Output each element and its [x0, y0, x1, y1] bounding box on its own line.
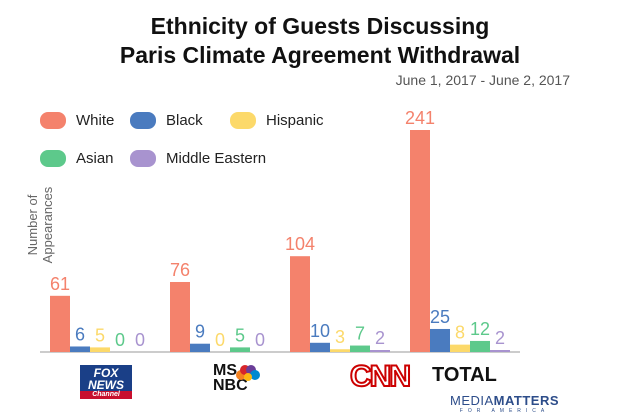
legend-label: White: [76, 112, 115, 129]
cnn-logo: CNN: [349, 359, 412, 394]
legend-label: Black: [166, 112, 203, 129]
data-label: 61: [50, 274, 70, 294]
legend-swatch: [40, 150, 66, 167]
legend-item: Asian: [40, 150, 114, 167]
bar-black: [430, 328, 450, 352]
bar-white: [170, 281, 190, 352]
bar-asian: [350, 345, 370, 352]
bar-asian: [470, 340, 490, 352]
data-label: 0: [215, 330, 225, 350]
bar-black: [310, 342, 330, 352]
bar-middle-eastern: [370, 350, 390, 352]
msnbc-logo: MS NBC: [213, 363, 260, 394]
data-label: 0: [135, 330, 145, 350]
bar-hispanic: [450, 344, 470, 352]
data-label: 8: [455, 323, 465, 343]
bar-white: [50, 295, 70, 352]
data-label: 9: [195, 322, 205, 342]
data-label: 76: [170, 260, 190, 280]
legend-swatch: [230, 112, 256, 129]
legend-item: Middle Eastern: [130, 150, 266, 167]
bar-white: [410, 130, 430, 352]
legend-label: Hispanic: [266, 112, 324, 129]
legend-label: Middle Eastern: [166, 150, 267, 167]
data-label: 10: [310, 321, 330, 341]
bar-hispanic: [90, 347, 110, 352]
data-label: 12: [470, 319, 490, 339]
data-label: 3: [335, 327, 345, 347]
data-label: 5: [95, 325, 105, 345]
fox-news-logo: FOX NEWS Channel: [80, 365, 132, 399]
chart-title: Ethnicity of Guests Discussing Paris Clim…: [0, 12, 640, 70]
legend-swatch: [40, 112, 66, 129]
legend-item: Black: [130, 112, 203, 129]
media-matters-logo: MEDIAMATTERS FOR AMERICA: [450, 393, 560, 414]
data-label: 6: [75, 324, 85, 344]
data-label: 2: [375, 328, 385, 348]
bar-white: [290, 256, 310, 352]
bar-hispanic: [330, 349, 350, 352]
data-label: 25: [430, 307, 450, 327]
legend-swatch: [130, 112, 156, 129]
data-label: 241: [405, 108, 435, 128]
legend-label: Asian: [76, 150, 114, 167]
peacock-icon: [236, 365, 260, 381]
data-label: 7: [355, 324, 365, 344]
bar-middle-eastern: [490, 350, 510, 352]
title-line-2: Paris Climate Agreement Withdrawal: [119, 42, 521, 68]
chart-subtitle: June 1, 2017 - June 2, 2017: [395, 72, 570, 88]
data-label: 2: [495, 328, 505, 348]
legend-swatch: [130, 150, 156, 167]
title-line-1: Ethnicity of Guests Discussing: [150, 13, 490, 39]
data-label: 0: [255, 330, 265, 350]
bar-black: [190, 343, 210, 352]
data-label: 5: [235, 325, 245, 345]
total-label: TOTAL: [432, 364, 497, 386]
data-label: 0: [115, 330, 125, 350]
bar-black: [70, 346, 90, 352]
data-label: 104: [285, 234, 315, 254]
legend-item: White: [40, 112, 114, 129]
legend-item: Hispanic: [230, 112, 324, 129]
bar-asian: [230, 347, 250, 352]
